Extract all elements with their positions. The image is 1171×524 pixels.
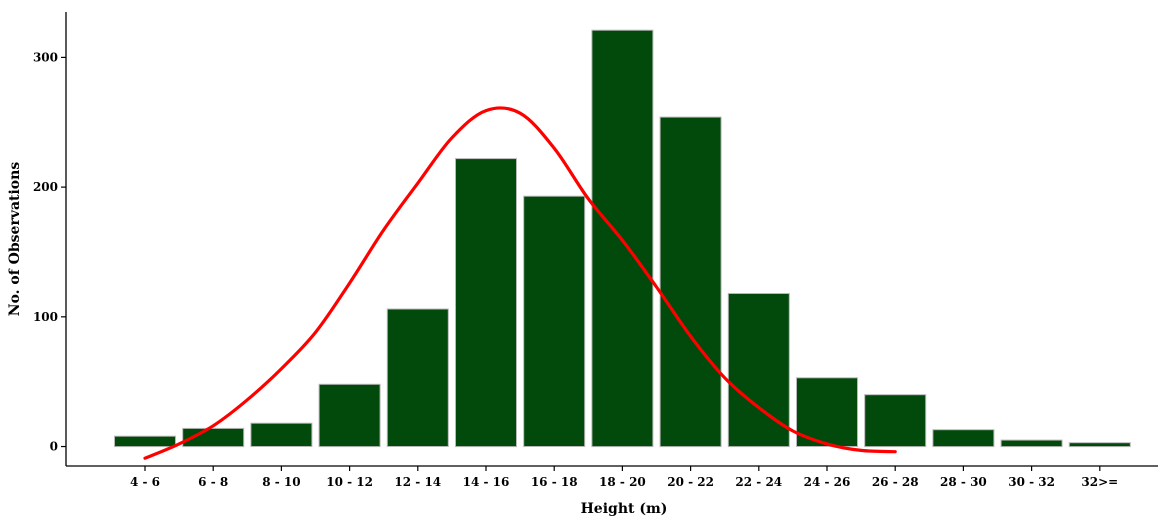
x-tick-label: 26 - 28	[872, 475, 919, 489]
bar-4-6	[114, 435, 176, 448]
y-ticks-layer: 0 100 200 300	[33, 50, 66, 454]
y-tick-label: 100	[33, 310, 58, 324]
x-tick-label: 28 - 30	[940, 475, 987, 489]
bar-12-14	[386, 308, 449, 447]
x-ticks-layer: 4 - 6 6 - 8 8 - 10 10 - 12 12 - 14 14 - 16 16 …	[130, 466, 1118, 489]
bar-26-28	[864, 394, 927, 448]
x-tick-label: 8 - 10	[262, 475, 300, 489]
x-tick-label: 10 - 12	[326, 475, 373, 489]
bar-10-12	[318, 383, 381, 448]
x-tick-label: 32>=	[1081, 475, 1118, 489]
bar-14-16	[455, 158, 517, 448]
bar-30-32	[1000, 439, 1063, 448]
y-axis-title: No. of Observations	[7, 162, 23, 317]
bars-layer	[114, 29, 1131, 448]
x-tick-label: 24 - 26	[804, 475, 851, 489]
x-tick-label: 6 - 8	[198, 475, 228, 489]
bar-28-30	[932, 429, 995, 448]
y-tick-label: 300	[33, 50, 58, 64]
x-tick-label: 20 - 22	[667, 475, 714, 489]
y-tick-label: 200	[33, 180, 58, 194]
bar-24-26	[796, 377, 858, 447]
bar-8-10	[250, 422, 313, 448]
x-tick-label: 12 - 14	[394, 475, 441, 489]
density-curve	[143, 106, 897, 460]
x-tick-label: 22 - 24	[735, 475, 782, 489]
x-axis-title: Height (m)	[581, 501, 668, 517]
x-tick-label: 4 - 6	[130, 475, 160, 489]
bar-32plus	[1068, 442, 1131, 448]
x-tick-label: 30 - 32	[1008, 475, 1055, 489]
y-tick-label: 0	[50, 440, 58, 454]
bar-16-18	[523, 195, 586, 447]
bar-20-22	[659, 116, 722, 448]
x-tick-label: 14 - 16	[463, 475, 510, 489]
x-tick-label: 16 - 18	[531, 475, 578, 489]
x-tick-label: 18 - 20	[599, 475, 646, 489]
